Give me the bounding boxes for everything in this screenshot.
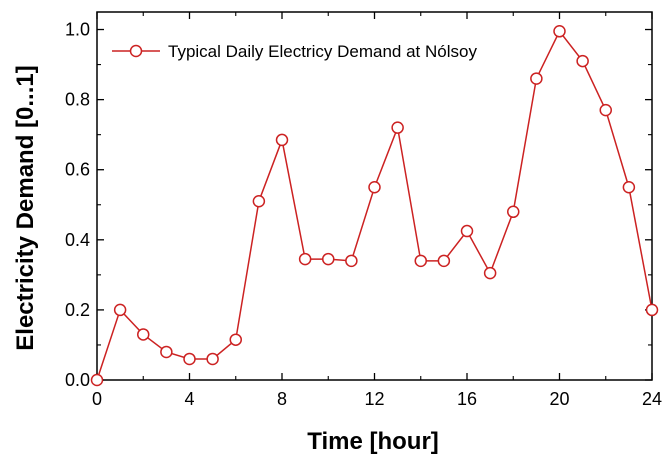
- data-point: [553, 25, 566, 38]
- x-tick-label: 20: [549, 389, 569, 409]
- data-point: [345, 254, 358, 268]
- x-tick-label: 16: [457, 389, 477, 409]
- x-axis-title: Time [hour]: [307, 428, 439, 455]
- data-point: [275, 133, 289, 147]
- data-point: [599, 103, 612, 117]
- data-point: [368, 180, 381, 194]
- data-point: [322, 252, 335, 266]
- legend-label: Typical Daily Electricy Demand at Nólsoy: [168, 42, 477, 61]
- x-tick-label: 8: [277, 389, 287, 409]
- data-point: [414, 254, 427, 268]
- y-tick-label: 1.0: [65, 20, 90, 40]
- x-tick-label: 0: [92, 389, 102, 409]
- data-point: [530, 72, 543, 85]
- data-point: [483, 266, 497, 280]
- data-point: [160, 345, 173, 359]
- data-point: [252, 195, 266, 208]
- x-tick-label: 4: [184, 389, 194, 409]
- legend-marker: [129, 44, 143, 58]
- data-point: [298, 252, 312, 266]
- data-point: [391, 121, 404, 134]
- y-tick-label: 0.8: [65, 90, 90, 110]
- data-point: [137, 328, 150, 341]
- data-point: [645, 303, 659, 317]
- plot-frame: [96, 11, 653, 381]
- data-point: [622, 180, 636, 194]
- data-point: [576, 54, 589, 68]
- data-point: [113, 303, 127, 317]
- y-tick-label: 0.4: [65, 230, 90, 250]
- x-tick-label: 12: [364, 389, 384, 409]
- data-point: [206, 352, 219, 366]
- series-line: [96, 29, 653, 381]
- y-tick-label: 0.0: [65, 370, 90, 390]
- data-point: [183, 352, 196, 366]
- data-point: [229, 333, 242, 346]
- y-tick-label: 0.2: [65, 300, 90, 320]
- data-point: [437, 254, 451, 268]
- x-tick-label: 24: [642, 389, 662, 409]
- y-tick-label: 0.6: [65, 160, 90, 180]
- data-point: [460, 224, 474, 238]
- data-point: [90, 373, 104, 387]
- y-axis-title: Electricity Demand [0...1]: [12, 65, 39, 350]
- data-point: [507, 205, 520, 219]
